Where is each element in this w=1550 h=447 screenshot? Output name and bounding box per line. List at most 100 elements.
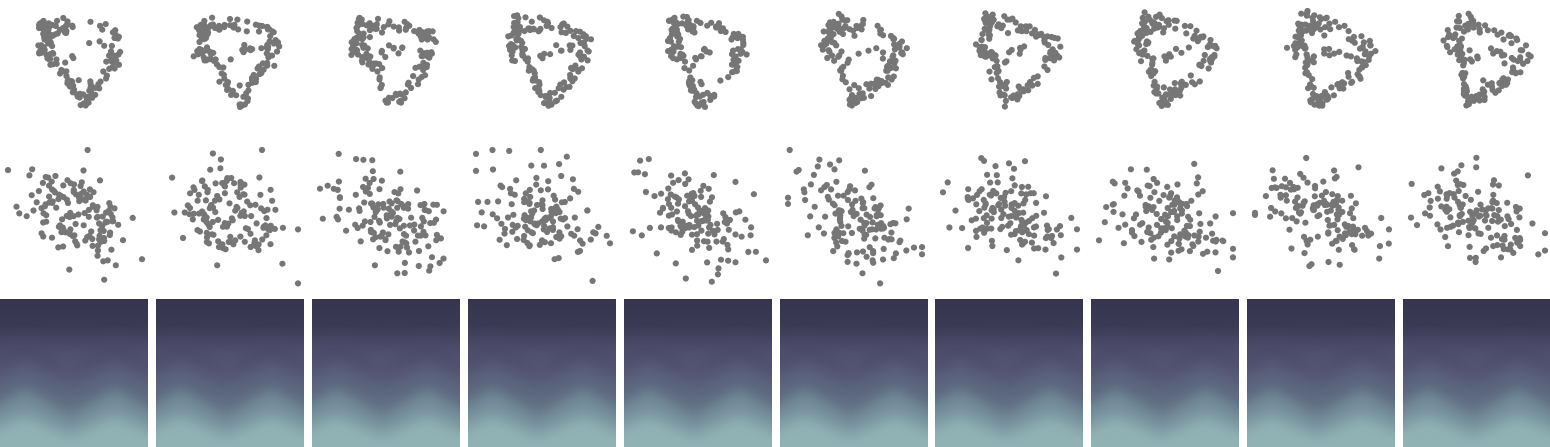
scattered-point xyxy=(400,231,408,238)
scattered-point xyxy=(385,231,392,238)
scattered-point xyxy=(1473,207,1480,214)
scattered-point xyxy=(1269,167,1276,174)
structured-point xyxy=(255,28,263,35)
structured-point xyxy=(1318,92,1325,99)
structured-point xyxy=(1171,17,1178,24)
scattered-point xyxy=(1195,174,1202,181)
scattered-point xyxy=(1295,209,1303,216)
scattered-point xyxy=(844,189,851,196)
scattered-point xyxy=(720,210,727,217)
scattered-point xyxy=(877,280,884,287)
scattered-point xyxy=(988,207,995,214)
scattered-point xyxy=(1009,175,1016,182)
scattered-point xyxy=(946,224,953,231)
structured-point xyxy=(204,28,211,35)
scattered-point xyxy=(584,207,591,214)
structured-point xyxy=(385,42,393,49)
structured-point xyxy=(1141,23,1148,30)
scattered-point xyxy=(653,250,660,257)
scattered-point xyxy=(1359,232,1366,239)
scattered-point xyxy=(564,223,571,230)
structured-point xyxy=(1331,50,1338,57)
structured-point xyxy=(1495,87,1502,94)
scattered-point xyxy=(881,234,888,241)
scattered-point xyxy=(367,226,374,233)
scattered-point xyxy=(494,215,501,222)
structured-point xyxy=(351,36,358,43)
scattered-point xyxy=(108,246,115,253)
scattered-point xyxy=(670,179,677,186)
scattered-point xyxy=(26,172,33,179)
structured-point xyxy=(1482,22,1489,29)
scattered-point xyxy=(1213,236,1220,243)
scattered-point xyxy=(1427,197,1434,204)
scattered-point xyxy=(430,219,437,226)
scattered-point xyxy=(99,213,106,220)
scattered-point xyxy=(1293,218,1300,225)
scattered-point xyxy=(119,237,127,244)
scattered-point xyxy=(1426,204,1433,211)
structured-point xyxy=(1444,27,1451,34)
structured-point xyxy=(878,79,885,87)
scattered-point xyxy=(861,235,868,242)
structured-point xyxy=(1133,46,1140,53)
scattered-point xyxy=(67,226,74,233)
scattered-point xyxy=(395,248,402,255)
scattered-point xyxy=(208,201,215,209)
structured-point xyxy=(1016,93,1023,100)
structured-point xyxy=(1001,59,1009,66)
scattered-point xyxy=(522,223,529,230)
structured-point xyxy=(99,26,106,33)
scattered-point xyxy=(514,222,521,229)
scattered-point xyxy=(1436,188,1443,195)
scattered-point xyxy=(489,211,496,218)
structured-point xyxy=(567,46,574,54)
structured-point xyxy=(426,54,433,61)
zigzag-band xyxy=(1091,415,1239,447)
scattered-point xyxy=(1329,191,1336,198)
scattered-point xyxy=(521,199,528,206)
scattered-point xyxy=(1447,214,1454,221)
structured-point xyxy=(1148,72,1155,80)
structured-point xyxy=(1309,14,1316,21)
scattered-point xyxy=(414,187,421,194)
scattered-point xyxy=(380,200,387,208)
scattered-point xyxy=(1489,198,1496,206)
scattered-point xyxy=(887,221,894,228)
scattered-point xyxy=(1335,204,1342,211)
scattered-point xyxy=(223,177,231,184)
scattered-point xyxy=(1541,247,1549,254)
structured-point xyxy=(557,81,564,88)
scattered-point xyxy=(1334,216,1341,223)
zigzag-band xyxy=(156,415,304,447)
scattered-point xyxy=(1466,243,1473,250)
scattered-point xyxy=(845,250,852,257)
scattered-point xyxy=(1328,201,1335,208)
structured-point xyxy=(83,96,91,103)
scattered-point xyxy=(231,180,238,187)
structured-point xyxy=(729,34,736,41)
scattered-point xyxy=(1458,162,1465,169)
scattered-point xyxy=(1454,168,1461,175)
structured-point xyxy=(1022,23,1029,30)
scattered-point xyxy=(704,259,711,266)
scattered-point xyxy=(1278,210,1285,217)
structured-point xyxy=(1475,21,1482,28)
structured-point xyxy=(1325,95,1332,102)
scattered-point xyxy=(1286,179,1294,186)
scattered-point xyxy=(847,183,854,190)
scattered-point xyxy=(1150,244,1157,251)
scattered-point xyxy=(1466,254,1474,261)
scattered-point xyxy=(645,156,652,163)
structured-point xyxy=(572,28,580,35)
scattered-point xyxy=(1324,201,1331,208)
scattered-point xyxy=(526,186,533,193)
scattered-point xyxy=(85,206,92,213)
scattered-point xyxy=(1186,248,1193,255)
structured-point xyxy=(518,43,525,51)
scattered-point xyxy=(681,203,689,210)
scattered-point xyxy=(49,198,56,205)
scattered-point xyxy=(641,171,649,178)
scattered-point xyxy=(1325,258,1332,266)
scattered-point xyxy=(1292,198,1299,205)
